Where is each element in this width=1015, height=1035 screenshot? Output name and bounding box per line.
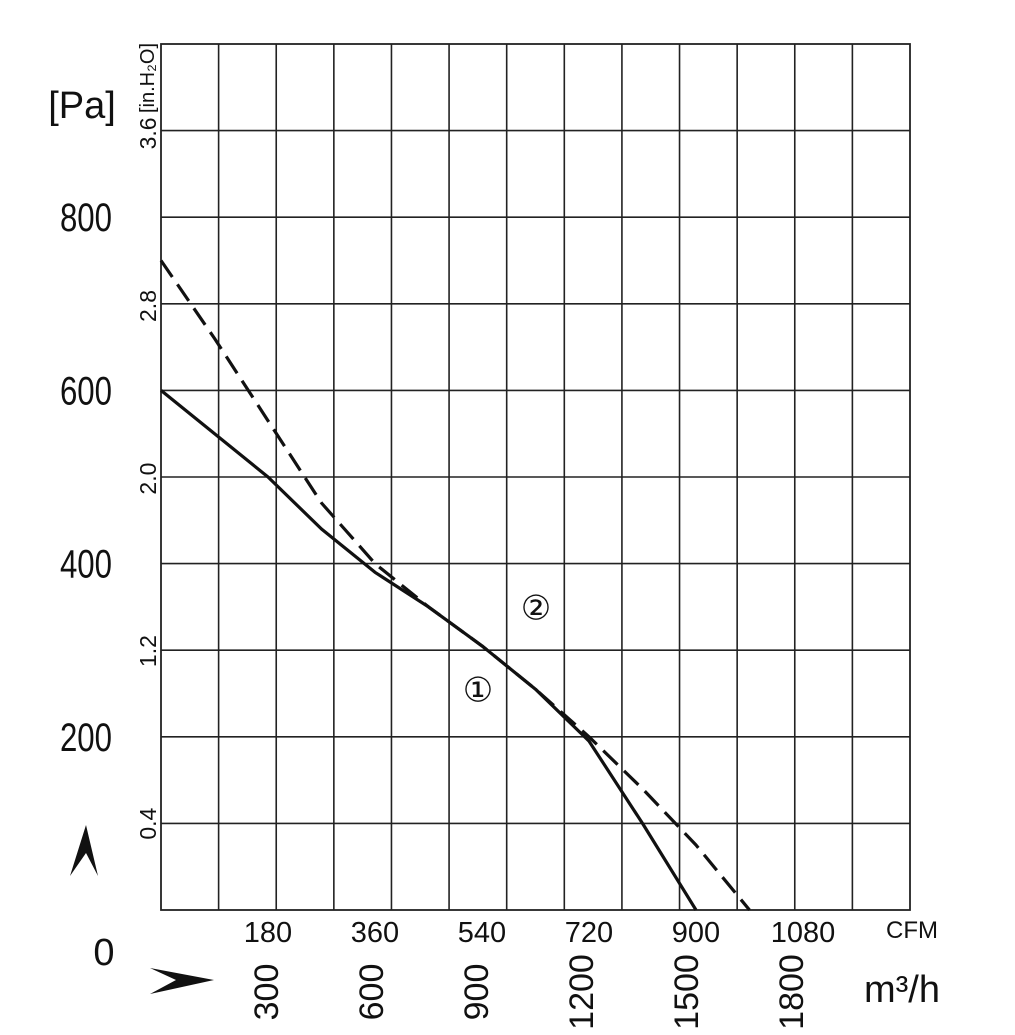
series-line-2 <box>159 259 751 912</box>
right-arrow-icon <box>150 968 214 994</box>
x-tick-cfm: 540 <box>458 917 506 949</box>
origin-label: 0 <box>93 932 114 974</box>
series-label-1: ① <box>463 671 493 711</box>
x-tick-m3h: 1200 <box>563 954 601 1030</box>
y-tick-inh2o: 2.8 <box>135 290 161 322</box>
x-tick-cfm: 360 <box>351 917 399 949</box>
x-tick-cfm: 180 <box>244 917 292 949</box>
x-tick-m3h: 1800 <box>773 954 811 1030</box>
y-tick-pa: 400 <box>60 542 112 587</box>
series-layer: ①② <box>159 259 751 912</box>
x-tick-m3h: 900 <box>458 964 496 1021</box>
y-tick-inh2o: 1.2 <box>135 635 161 667</box>
y-unit-inh2o: [in.H₂O] <box>137 43 159 113</box>
series-label-2: ② <box>521 589 551 629</box>
y-tick-inh2o: 3.6 <box>135 117 161 149</box>
plot-grid <box>161 44 910 910</box>
x-unit-m3h: m³/h <box>864 969 940 1011</box>
x-tick-m3h: 300 <box>248 964 286 1021</box>
y-tick-pa: 600 <box>60 369 112 414</box>
x-tick-cfm: 720 <box>565 917 613 949</box>
y-tick-inh2o: 2.0 <box>135 463 161 495</box>
plot-frame <box>160 43 911 911</box>
x-tick-cfm: 900 <box>672 917 720 949</box>
x-tick-cfm: 1080 <box>771 917 836 949</box>
y-unit-pa: [Pa] <box>48 85 116 127</box>
up-arrow-icon <box>70 825 98 876</box>
x-tick-m3h: 600 <box>353 964 391 1021</box>
x-unit-cfm: CFM <box>886 917 938 944</box>
y-tick-pa: 800 <box>60 196 112 241</box>
axis-labels: 200 400 600 800 [Pa] 0 0.4 1.2 2.0 2.8 3.6 [in.H₂O]… <box>48 43 940 1030</box>
y-tick-inh2o: 0.4 <box>135 808 161 840</box>
x-tick-m3h: 1500 <box>668 954 706 1030</box>
y-tick-pa: 200 <box>60 715 112 760</box>
